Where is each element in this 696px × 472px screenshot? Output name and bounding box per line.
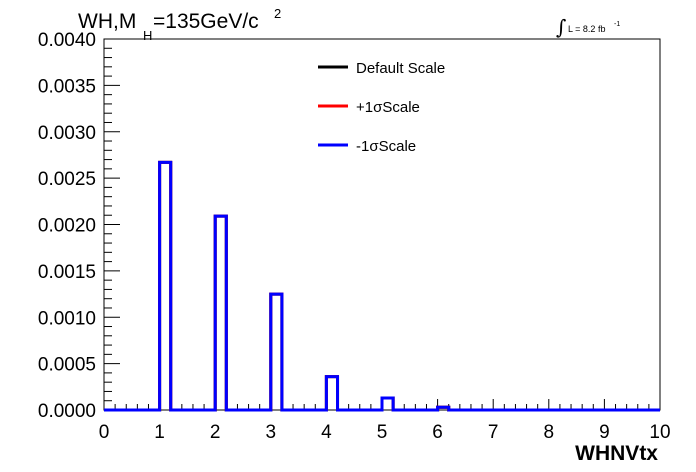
y-tick-label: 0.0025: [38, 169, 96, 190]
luminosity-label: L = 8.2 fb: [568, 24, 605, 34]
x-tick-label: 4: [321, 422, 332, 443]
x-axis: 0 1 2 3 4 5 6 7 8 9 10: [99, 399, 671, 443]
title-subscript: H: [143, 28, 152, 43]
x-tick-label: 5: [377, 422, 388, 443]
x-tick-label: 9: [599, 422, 610, 443]
title-rest: =135GeV/c: [153, 10, 259, 33]
x-tick-label: 2: [210, 422, 221, 443]
y-tick-label: 0.0000: [38, 401, 96, 422]
x-tick-label: 8: [544, 422, 555, 443]
legend-label-1: +1σScale: [356, 99, 420, 116]
y-axis: 0.0000 0.0005 0.0010 0.0015 0.0020 0.0025 0.00…: [38, 30, 120, 422]
plot-frame: [103, 38, 661, 411]
luminosity-superscript: -1: [614, 21, 620, 28]
x-tick-label: 0: [99, 422, 110, 443]
series-line-1: [104, 160, 660, 412]
y-tick-label: 0.0005: [38, 355, 96, 376]
x-tick-label: 7: [488, 422, 499, 443]
y-tick-label: 0.0040: [38, 30, 96, 51]
legend-label-0: Default Scale: [356, 60, 445, 77]
title-main: WH,M: [78, 10, 136, 33]
x-tick-label: 6: [432, 422, 443, 443]
integral-symbol: ∫: [556, 15, 566, 39]
x-axis-title: WHNVtx: [575, 442, 658, 465]
y-tick-label: 0.0010: [38, 308, 96, 329]
y-tick-label: 0.0030: [38, 123, 96, 144]
x-tick-label: 3: [266, 422, 277, 443]
series-layer: [104, 160, 660, 412]
legend-label-2: -1σScale: [356, 138, 416, 155]
title-superscript: 2: [274, 6, 281, 21]
x-tick-label: 10: [649, 422, 670, 443]
series-line-0: [104, 160, 660, 412]
series-line-2: [104, 160, 660, 412]
chart-title: WH,M: [78, 10, 136, 33]
y-tick-label: 0.0020: [38, 216, 96, 237]
y-tick-label: 0.0015: [38, 262, 96, 283]
y-tick-label: 0.0035: [38, 76, 96, 97]
legend: Default Scale +1σScale -1σScale: [318, 60, 445, 155]
x-tick-label: 1: [154, 422, 165, 443]
